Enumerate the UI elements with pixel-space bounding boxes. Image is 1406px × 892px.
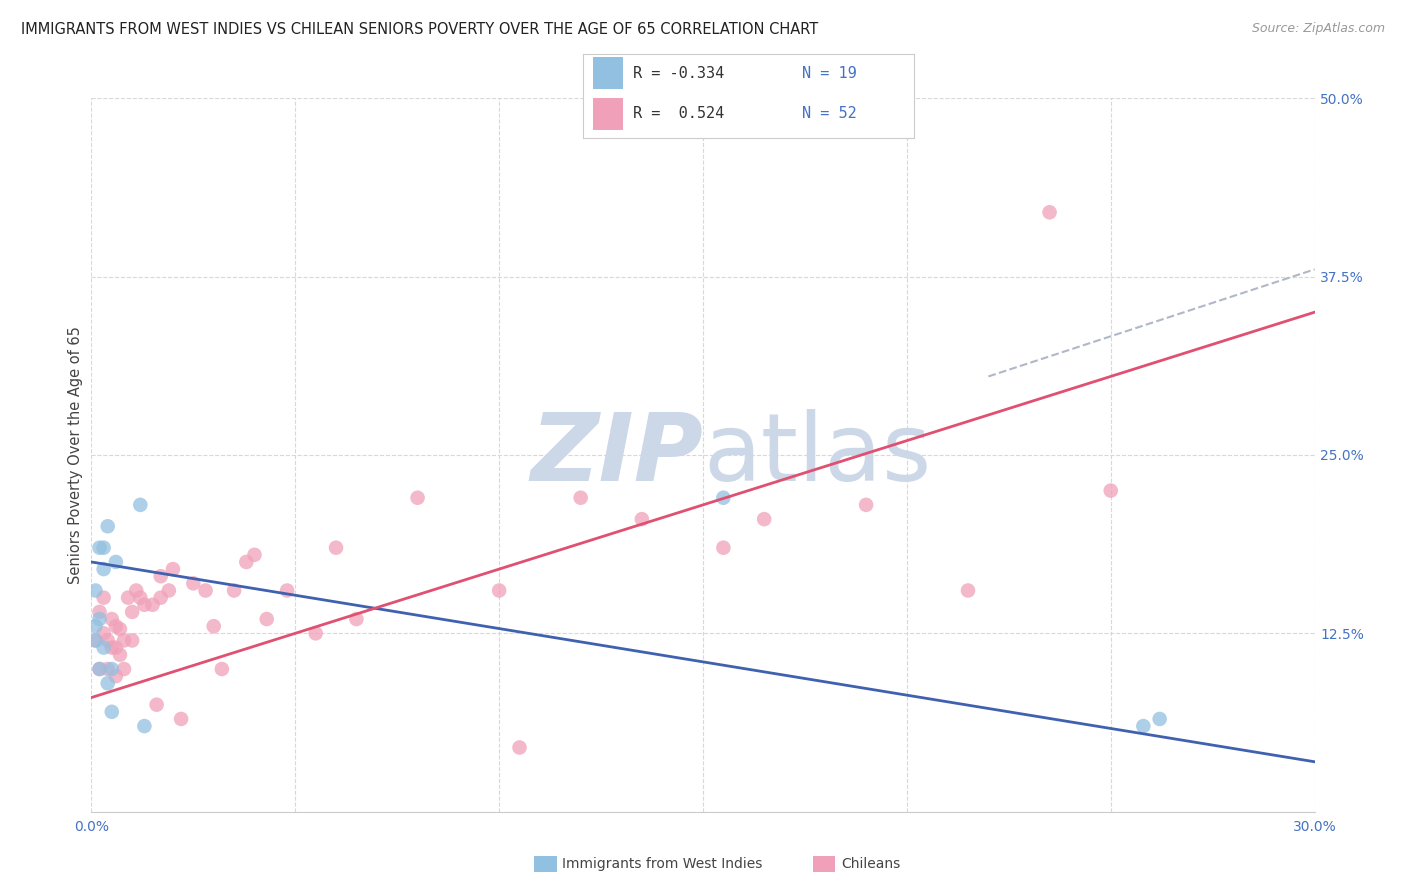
Point — [89, 605, 111, 619]
Point — [89, 612, 111, 626]
Point — [145, 698, 167, 712]
Point — [956, 583, 979, 598]
Point — [141, 598, 163, 612]
Point — [149, 569, 172, 583]
Point — [84, 633, 107, 648]
Point — [134, 719, 156, 733]
Point — [509, 740, 531, 755]
Point — [149, 591, 172, 605]
Text: N = 52: N = 52 — [801, 106, 856, 121]
Point — [202, 619, 225, 633]
Text: Immigrants from West Indies: Immigrants from West Indies — [562, 857, 763, 871]
Point — [406, 491, 429, 505]
Text: atlas: atlas — [703, 409, 931, 501]
Point — [89, 662, 111, 676]
Point — [183, 576, 205, 591]
Point — [84, 633, 107, 648]
Point — [84, 619, 107, 633]
Point — [711, 541, 734, 555]
Bar — [593, 97, 623, 130]
Point — [112, 662, 135, 676]
Point — [129, 498, 152, 512]
Point — [101, 662, 124, 676]
Point — [93, 640, 115, 655]
Point — [104, 619, 127, 633]
Point — [569, 491, 592, 505]
Y-axis label: Seniors Poverty Over the Age of 65: Seniors Poverty Over the Age of 65 — [67, 326, 83, 584]
Point — [104, 640, 127, 655]
Point — [162, 562, 184, 576]
Point — [104, 669, 127, 683]
Point — [101, 705, 124, 719]
Point — [101, 640, 124, 655]
Point — [97, 676, 120, 690]
Text: Source: ZipAtlas.com: Source: ZipAtlas.com — [1251, 22, 1385, 36]
Point — [1099, 483, 1122, 498]
Point — [93, 562, 115, 576]
Point — [121, 605, 143, 619]
Point — [304, 626, 326, 640]
Point — [112, 633, 135, 648]
Point — [101, 612, 124, 626]
Point — [170, 712, 193, 726]
Bar — [593, 57, 623, 89]
Point — [1038, 205, 1062, 219]
Point — [134, 598, 156, 612]
Point — [93, 591, 115, 605]
Text: Chileans: Chileans — [841, 857, 900, 871]
Point — [89, 541, 111, 555]
Point — [235, 555, 257, 569]
Point — [256, 612, 278, 626]
Text: IMMIGRANTS FROM WEST INDIES VS CHILEAN SENIORS POVERTY OVER THE AGE OF 65 CORREL: IMMIGRANTS FROM WEST INDIES VS CHILEAN S… — [21, 22, 818, 37]
Point — [325, 541, 347, 555]
Point — [855, 498, 877, 512]
Point — [488, 583, 510, 598]
Point — [89, 662, 111, 676]
Point — [104, 555, 127, 569]
Text: ZIP: ZIP — [530, 409, 703, 501]
Point — [211, 662, 233, 676]
Point — [125, 583, 148, 598]
Point — [117, 591, 139, 605]
Point — [157, 583, 180, 598]
Point — [93, 626, 115, 640]
Point — [97, 633, 120, 648]
Text: N = 19: N = 19 — [801, 65, 856, 80]
Text: R = -0.334: R = -0.334 — [633, 65, 724, 80]
Point — [97, 662, 120, 676]
Point — [631, 512, 654, 526]
Point — [108, 648, 131, 662]
Point — [243, 548, 266, 562]
Point — [97, 519, 120, 533]
Point — [84, 583, 107, 598]
Point — [121, 633, 143, 648]
Point — [1132, 719, 1154, 733]
Point — [129, 591, 152, 605]
Point — [194, 583, 217, 598]
Point — [222, 583, 246, 598]
Point — [108, 622, 131, 636]
Point — [346, 612, 368, 626]
Point — [1149, 712, 1171, 726]
Text: R =  0.524: R = 0.524 — [633, 106, 724, 121]
Point — [93, 541, 115, 555]
Point — [711, 491, 734, 505]
Point — [276, 583, 298, 598]
Point — [754, 512, 776, 526]
